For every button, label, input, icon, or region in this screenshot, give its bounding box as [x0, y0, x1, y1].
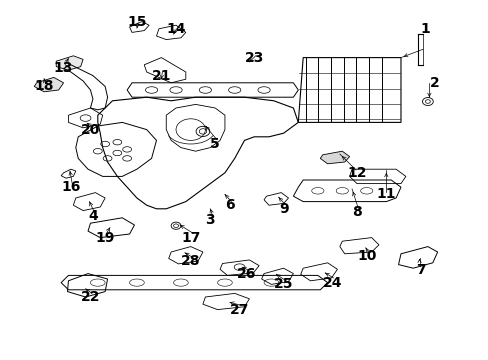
- Text: 12: 12: [346, 166, 366, 180]
- Text: 10: 10: [356, 249, 376, 262]
- Text: 5: 5: [210, 137, 220, 151]
- Text: 27: 27: [229, 303, 249, 316]
- Text: 16: 16: [61, 180, 81, 194]
- Text: 13: 13: [54, 62, 73, 75]
- Text: 17: 17: [181, 231, 200, 244]
- Text: 9: 9: [278, 202, 288, 216]
- Text: 4: 4: [88, 209, 98, 223]
- Text: 11: 11: [376, 188, 395, 201]
- Text: 6: 6: [224, 198, 234, 212]
- Text: 7: 7: [415, 263, 425, 277]
- Text: 28: 28: [181, 254, 200, 268]
- Text: 20: 20: [81, 123, 100, 136]
- Text: 8: 8: [351, 206, 361, 219]
- Polygon shape: [320, 151, 349, 164]
- Text: 21: 21: [151, 69, 171, 82]
- Polygon shape: [34, 77, 63, 92]
- Text: 1: 1: [420, 22, 429, 36]
- Text: 14: 14: [166, 22, 185, 36]
- Text: 19: 19: [95, 231, 115, 244]
- Text: 26: 26: [237, 267, 256, 280]
- Text: 2: 2: [429, 76, 439, 90]
- Text: 23: 23: [244, 51, 264, 64]
- Text: 22: 22: [81, 290, 100, 304]
- Text: 3: 3: [205, 213, 215, 226]
- Text: 25: 25: [273, 278, 293, 291]
- Polygon shape: [56, 56, 83, 70]
- Text: 15: 15: [127, 15, 146, 28]
- Text: 24: 24: [322, 276, 342, 289]
- Text: 18: 18: [34, 80, 54, 93]
